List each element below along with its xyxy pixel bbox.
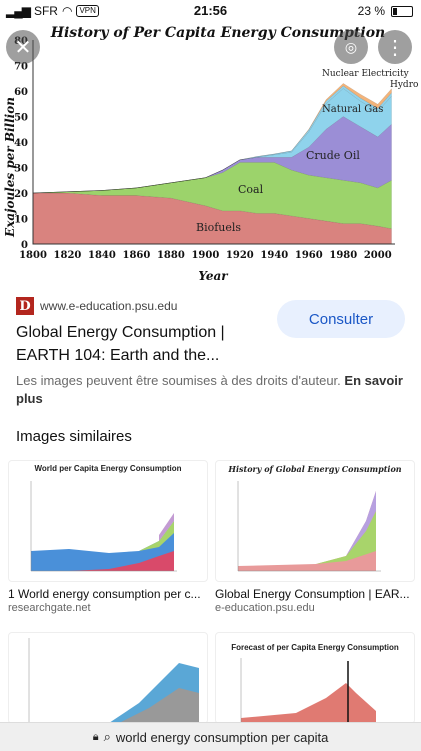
carrier-label: SFR [33, 4, 58, 18]
address-query: world energy consumption per capita [115, 729, 329, 745]
card-source: researchgate.net [8, 602, 91, 614]
x-tick-label: 1860 [123, 250, 151, 261]
y-tick-label: 10 [14, 215, 28, 226]
similar-card[interactable] [8, 632, 208, 724]
wifi-icon: ◠ [61, 4, 73, 18]
x-tick-label: 1800 [19, 250, 47, 261]
battery-label: 23 % [357, 4, 385, 18]
x-axis-label: Year [198, 269, 229, 283]
area-hydro [32, 85, 392, 194]
image-viewer[interactable]: 1800 1820 1840 1860 1880 1900 1920 1940 1960 1980… [0, 22, 421, 284]
label-biofuels: Biofuels [196, 221, 241, 234]
x-tick-label: 2000 [364, 250, 392, 261]
similar-thumbnail [8, 632, 208, 724]
x-tick-label: 1960 [295, 250, 323, 261]
similar-thumbnail: History of Global Energy Consumption [215, 460, 415, 582]
similar-card[interactable]: History of Global Energy Consumption Glo… [215, 460, 415, 614]
close-icon: ✕ [14, 36, 32, 59]
x-tick-label: 1980 [329, 250, 357, 261]
similar-thumbnail: Forecast of per Capita Energy Consumptio… [215, 632, 415, 724]
similar-card[interactable]: World per Capita Energy Consumption 1 Wo… [8, 460, 208, 614]
chart-axes [32, 40, 395, 245]
thumb-title: History of Global Energy Consumption [228, 464, 402, 474]
y-tick-label: 50 [14, 113, 28, 124]
y-axis-label: Exajoules per Billion [3, 97, 17, 238]
battery-icon [391, 5, 413, 17]
status-right: 23 % [358, 4, 413, 18]
more-button[interactable]: ⋮ [378, 30, 412, 64]
site-favicon: D [16, 297, 34, 315]
visit-button[interactable]: Consulter [277, 300, 405, 338]
card-title: 1 World energy consumption per c... [8, 587, 201, 601]
label-nuclear: Nuclear Electricity [322, 69, 410, 79]
area-natural-gas [32, 88, 392, 194]
label-natural-gas: Natural Gas [322, 104, 383, 115]
y-tick-label: 70 [14, 62, 28, 73]
status-left: ▂▄▆ SFR ◠ VPN [6, 4, 99, 18]
label-coal: Coal [238, 183, 264, 196]
address-bar[interactable]: 🔒︎ ⌕ world energy consumption per capita [0, 722, 421, 751]
thumb-chart [237, 481, 381, 572]
result-title[interactable]: Global Energy Consumption | EARTH 104: E… [16, 324, 225, 364]
thumb-title: Forecast of per Capita Energy Consumptio… [231, 643, 399, 652]
learn-more-link[interactable]: En savoir plus [16, 373, 403, 406]
thumb-chart [28, 638, 199, 723]
thumb-chart [30, 481, 177, 572]
label-hydro: Hydro [390, 80, 418, 90]
status-time: 21:56 [193, 3, 228, 18]
y-tick-label: 0 [21, 240, 28, 251]
y-tick-label: 40 [14, 138, 28, 149]
vpn-badge: VPN [76, 5, 99, 17]
x-tick-label: 1880 [157, 250, 185, 261]
copyright-notice: Les images peuvent être soumises à des d… [16, 372, 411, 408]
x-tick-label: 1820 [54, 250, 82, 261]
more-vert-icon: ⋮ [385, 36, 405, 59]
card-title: Global Energy Consumption | EAR... [215, 587, 410, 601]
x-tick-label: 1900 [191, 250, 219, 261]
search-icon: ⌕ [103, 729, 111, 744]
y-tick-label: 60 [14, 87, 28, 98]
close-button[interactable]: ✕ [6, 30, 40, 64]
thumb-chart [240, 658, 376, 723]
y-tick-label: 30 [14, 164, 28, 175]
status-bar: ▂▄▆ SFR ◠ VPN 21:56 23 % [0, 0, 421, 22]
area-nuclear-electricity [32, 83, 392, 194]
x-tick-label: 1920 [226, 250, 254, 261]
lens-button[interactable]: ◎ [334, 30, 368, 64]
source-row[interactable]: D www.e-education.psu.edu [16, 297, 177, 315]
similar-thumbnail: World per Capita Energy Consumption [8, 460, 208, 582]
x-tick-label: 1940 [260, 250, 288, 261]
copyright-text: Les images peuvent être soumises à des d… [16, 373, 341, 388]
thumb-title: World per Capita Energy Consumption [34, 464, 182, 473]
similar-images-heading: Images similaires [16, 428, 132, 445]
chart-title: History of Per Capita Energy Consumption [50, 25, 385, 41]
y-tick-label: 20 [14, 189, 28, 200]
lens-icon: ◎ [344, 38, 358, 55]
similar-card[interactable]: Forecast of per Capita Energy Consumptio… [215, 632, 415, 724]
label-crude-oil: Crude Oil [306, 149, 360, 162]
x-tick-label: 1840 [88, 250, 116, 261]
area-crude-oil [32, 116, 392, 194]
source-domain: www.e-education.psu.edu [40, 299, 178, 313]
card-source: e-education.psu.edu [215, 602, 315, 614]
signal-icon: ▂▄▆ [6, 4, 31, 18]
lock-icon: 🔒︎ [92, 730, 99, 743]
